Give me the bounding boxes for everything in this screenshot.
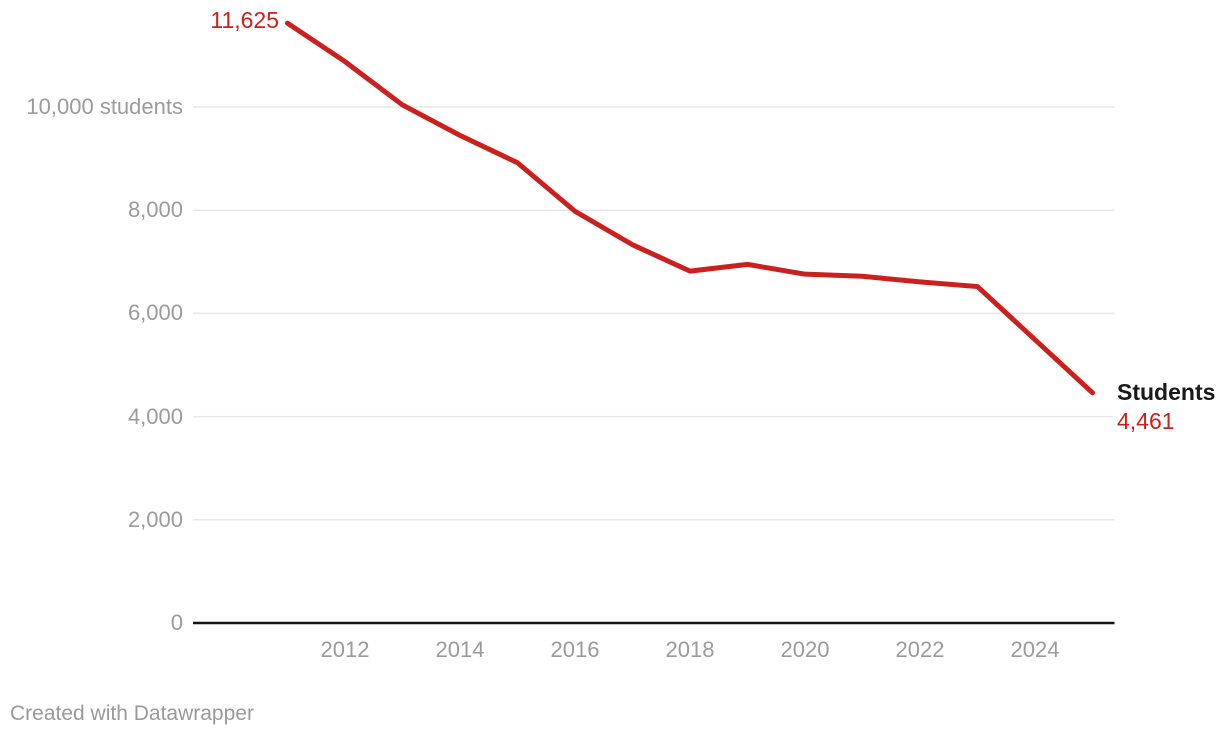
x-tick-label: 2014 bbox=[435, 637, 485, 662]
x-tick-label: 2012 bbox=[320, 637, 370, 662]
y-tick-label: 6,000 bbox=[127, 300, 183, 326]
x-tick-label: 2016 bbox=[550, 637, 600, 662]
x-tick-label: 2018 bbox=[665, 637, 715, 662]
x-tick-label: 2022 bbox=[895, 637, 945, 662]
students-line bbox=[285, 20, 1095, 396]
datawrapper-credit-link[interactable]: Created with Datawrapper bbox=[10, 702, 254, 725]
start-value-label: 11,625 bbox=[210, 7, 279, 33]
y-tick-label: 0 bbox=[170, 610, 183, 635]
x-tick-label: 2020 bbox=[780, 637, 830, 662]
end-value-label: 4,461 bbox=[1117, 408, 1175, 434]
series-label: Students bbox=[1117, 379, 1216, 405]
y-tick-label: 2,000 bbox=[127, 506, 183, 532]
y-tick-label: 10,000 students bbox=[26, 94, 183, 119]
y-tick-label: 4,000 bbox=[127, 403, 183, 429]
x-tick-label: 2024 bbox=[1010, 637, 1060, 662]
y-tick-label: 8,000 bbox=[127, 197, 183, 223]
